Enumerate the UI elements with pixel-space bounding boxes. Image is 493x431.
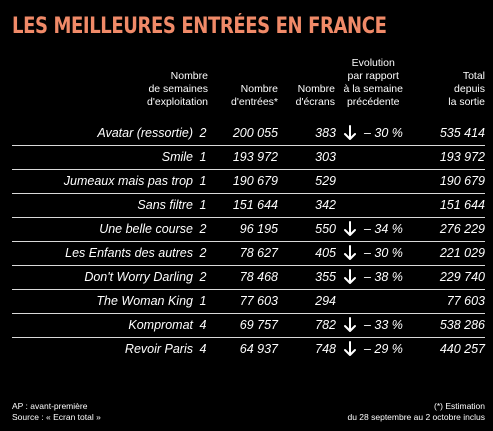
arrow-down-icon [344, 341, 356, 356]
film-title: Jumeaux mais pas trop [63, 174, 193, 188]
weeks-count: 2 [199, 246, 207, 260]
screens-count: 782 [315, 318, 336, 332]
evolution-value: – 33 % [364, 318, 403, 332]
row-divider [12, 337, 485, 338]
table-row: Smile 1 193 972 303 193 972 [0, 146, 493, 170]
header-entries: Nombre d'entrées* [231, 83, 278, 108]
row-divider [12, 193, 485, 194]
total-count: 229 740 [439, 270, 485, 284]
arrow-down-icon [344, 269, 356, 284]
entries-count: 69 757 [239, 318, 278, 332]
table-row: Avatar (ressortie) 2 200 055 383 – 30 % 535 4… [0, 122, 493, 146]
film-title: Avatar (ressortie) [97, 126, 193, 140]
table-row: Don't Worry Darling 2 78 468 355 – 38 % 229 7… [0, 266, 493, 290]
table-row: Jumeaux mais pas trop 1 190 679 529 190 679 [0, 170, 493, 194]
total-count: 440 257 [439, 342, 485, 356]
screens-count: 550 [315, 222, 336, 236]
arrow-down-icon [344, 245, 356, 260]
row-divider [12, 241, 485, 242]
weeks-count: 1 [199, 198, 207, 212]
table-row: Sans filtre 1 151 644 342 151 644 [0, 194, 493, 218]
film-title: Revoir Paris [124, 342, 193, 356]
header-screens: Nombre d'écrans [295, 83, 335, 108]
film-title: Don't Worry Darling [84, 270, 193, 284]
weeks-count: 4 [199, 342, 207, 356]
total-count: 535 414 [439, 126, 485, 140]
entries-count: 190 679 [232, 174, 278, 188]
evolution-value: – 38 % [364, 270, 403, 284]
film-title: Les Enfants des autres [65, 246, 193, 260]
box-office-table: Avatar (ressortie) 2 200 055 383 – 30 % 535 4… [0, 122, 493, 362]
arrow-down-icon [344, 221, 356, 236]
entries-count: 200 055 [232, 126, 278, 140]
table-row: Revoir Paris 4 64 937 748 – 29 % 440 257 [0, 338, 493, 362]
entries-count: 193 972 [232, 150, 278, 164]
film-title: Une belle course [99, 222, 193, 236]
table-row: Kompromat 4 69 757 782 – 33 % 538 286 [0, 314, 493, 338]
film-title: Kompromat [128, 318, 193, 332]
weeks-count: 1 [199, 174, 207, 188]
screens-count: 529 [315, 174, 336, 188]
weeks-count: 4 [199, 318, 207, 332]
screens-count: 342 [315, 198, 336, 212]
row-divider [12, 265, 485, 266]
film-title: The Woman King [96, 294, 193, 308]
film-title: Smile [161, 150, 193, 164]
total-count: 221 029 [439, 246, 485, 260]
evolution-value: – 34 % [364, 222, 403, 236]
entries-count: 96 195 [239, 222, 278, 236]
entries-count: 77 603 [239, 294, 278, 308]
entries-count: 78 627 [239, 246, 278, 260]
weeks-count: 2 [199, 222, 207, 236]
table-row: The Woman King 1 77 603 294 77 603 [0, 290, 493, 314]
row-divider [12, 313, 485, 314]
entries-count: 64 937 [239, 342, 278, 356]
screens-count: 405 [315, 246, 336, 260]
evolution-value: – 30 % [364, 246, 403, 260]
film-title: Sans filtre [137, 198, 193, 212]
weeks-count: 2 [199, 270, 207, 284]
header-evolution: Evolution par rapport à la semaine précé… [343, 57, 403, 108]
row-divider [12, 145, 485, 146]
entries-count: 151 644 [232, 198, 278, 212]
footnote-estimation: (*) Estimation du 28 septembre au 2 octo… [347, 401, 485, 422]
row-divider [12, 289, 485, 290]
total-count: 538 286 [439, 318, 485, 332]
footnote-source: AP : avant-première Source : « Ecran tot… [12, 401, 101, 422]
screens-count: 355 [315, 270, 336, 284]
total-count: 193 972 [439, 150, 485, 164]
header-total: Total depuis la sortie [448, 70, 485, 108]
header-weeks: Nombre de semaines d'exploitation [147, 70, 208, 108]
arrow-down-icon [344, 317, 356, 332]
total-count: 151 644 [439, 198, 485, 212]
total-count: 190 679 [439, 174, 485, 188]
table-row: Les Enfants des autres 2 78 627 405 – 30 % 22… [0, 242, 493, 266]
arrow-down-icon [344, 125, 356, 140]
table-row: Une belle course 2 96 195 550 – 34 % 276 229 [0, 218, 493, 242]
page-title: LES MEILLEURES ENTRÉES EN FRANCE [12, 14, 387, 39]
screens-count: 748 [315, 342, 336, 356]
screens-count: 303 [315, 150, 336, 164]
entries-count: 78 468 [239, 270, 278, 284]
total-count: 276 229 [439, 222, 485, 236]
evolution-value: – 30 % [364, 126, 403, 140]
row-divider [12, 217, 485, 218]
screens-count: 383 [315, 126, 336, 140]
row-divider [12, 169, 485, 170]
evolution-value: – 29 % [364, 342, 403, 356]
screens-count: 294 [315, 294, 336, 308]
weeks-count: 2 [199, 126, 207, 140]
weeks-count: 1 [199, 294, 207, 308]
weeks-count: 1 [199, 150, 207, 164]
total-count: 77 603 [446, 294, 485, 308]
